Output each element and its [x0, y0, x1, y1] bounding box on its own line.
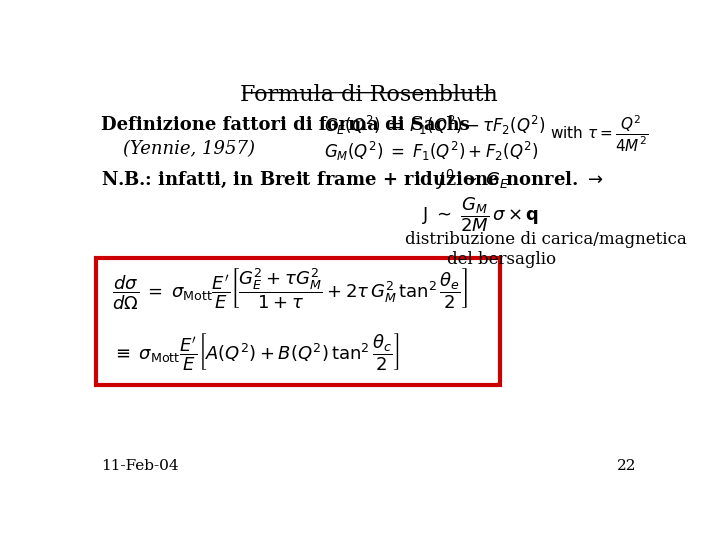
- Text: $G_M(Q^2) \;=\; F_1(Q^2) + F_2(Q^2)$: $G_M(Q^2) \;=\; F_1(Q^2) + F_2(Q^2)$: [324, 140, 539, 163]
- Text: with $\tau = \dfrac{Q^2}{4M^2}$: with $\tau = \dfrac{Q^2}{4M^2}$: [550, 114, 649, 154]
- Text: Definizione fattori di forma di Sachs: Definizione fattori di forma di Sachs: [101, 116, 470, 133]
- Text: distribuzione di carica/magnetica
        del bersaglio: distribuzione di carica/magnetica del be…: [405, 231, 687, 268]
- Text: $\mathrm{J} \;\sim\; \dfrac{G_M}{2M}\,\sigma \times \mathbf{q}$: $\mathrm{J} \;\sim\; \dfrac{G_M}{2M}\,\s…: [422, 196, 539, 234]
- Text: $J^0 \;\sim\; G_E$: $J^0 \;\sim\; G_E$: [436, 168, 510, 192]
- FancyBboxPatch shape: [96, 258, 500, 385]
- Text: $\equiv\; \sigma_{\mathrm{Mott}} \dfrac{E^\prime}{E} \left[ A(Q^2) + B(Q^2)\,\ta: $\equiv\; \sigma_{\mathrm{Mott}} \dfrac{…: [112, 331, 400, 372]
- Text: 11-Feb-04: 11-Feb-04: [101, 459, 179, 473]
- Text: N.B.: infatti, in Breit frame + riduzione nonrel. $\rightarrow$: N.B.: infatti, in Breit frame + riduzion…: [101, 170, 604, 190]
- Text: Formula di Rosenbluth: Formula di Rosenbluth: [240, 84, 498, 105]
- Text: 22: 22: [617, 459, 637, 473]
- Text: (Yennie, 1957): (Yennie, 1957): [124, 140, 256, 158]
- Text: $G_E(Q^2) \;=\; F_1(Q^2) - \tau F_2(Q^2)$: $G_E(Q^2) \;=\; F_1(Q^2) - \tau F_2(Q^2)…: [324, 114, 546, 137]
- Text: $\dfrac{d\sigma}{d\Omega} \;=\; \sigma_{\mathrm{Mott}} \dfrac{E^\prime}{E} \left: $\dfrac{d\sigma}{d\Omega} \;=\; \sigma_{…: [112, 266, 468, 312]
